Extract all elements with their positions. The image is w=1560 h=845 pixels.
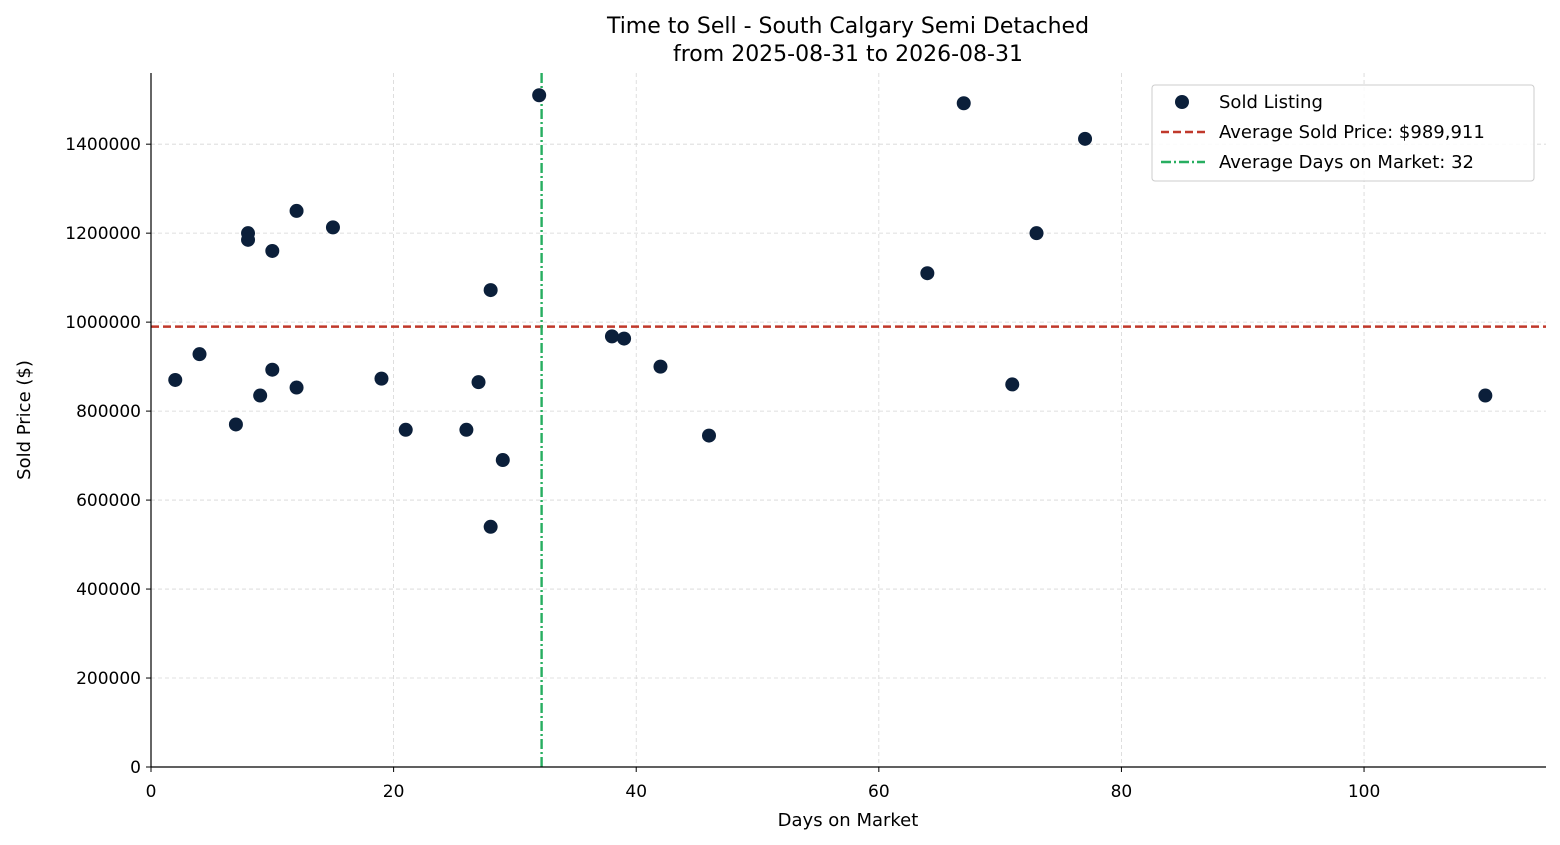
sold-listing-point [192, 347, 207, 362]
reference-lines [151, 73, 1546, 767]
sold-listing-point [1005, 377, 1020, 392]
chart-subtitle: from 2025-08-31 to 2026-08-31 [673, 42, 1023, 67]
y-tick-label: 0 [130, 758, 141, 778]
y-tick-label: 1400000 [65, 135, 141, 155]
sold-listing-point [483, 283, 498, 298]
legend: Sold Listing Average Sold Price: $989,91… [1151, 84, 1535, 182]
y-tick-label: 400000 [76, 580, 141, 600]
chart-title: Time to Sell - South Calgary Semi Detach… [606, 14, 1089, 39]
sold-listing-point [253, 388, 268, 403]
y-axis-ticks: 0 200000 400000 600000 800000 1000000 1200000 1… [65, 135, 151, 778]
legend-label-average-price: Average Sold Price: $989,911 [1219, 122, 1485, 143]
x-tick-label: 0 [146, 782, 157, 802]
x-tick-label: 100 [1348, 782, 1380, 802]
sold-listing-point [702, 428, 716, 443]
y-tick-label: 200000 [76, 669, 141, 689]
sold-listing-point [265, 243, 280, 258]
sold-listing-point [1078, 131, 1093, 146]
y-tick-label: 1000000 [65, 313, 141, 333]
legend-label-average-days: Average Days on Market: 32 [1219, 152, 1474, 173]
sold-listing-point [289, 203, 304, 218]
sold-listing-point [374, 371, 389, 386]
sold-listing-point [265, 362, 280, 377]
sold-listing-point [956, 96, 971, 111]
sold-listing-point [604, 329, 619, 344]
y-axis-label: Sold Price ($) [14, 360, 35, 480]
sold-listing-point [228, 417, 243, 432]
y-tick-label: 1200000 [65, 224, 141, 244]
y-tick-label: 800000 [76, 402, 141, 422]
legend-marker-sold-listing [1175, 95, 1189, 109]
x-axis-ticks: 0 20 40 60 80 100 [146, 767, 1380, 802]
sold-listing-point [289, 380, 304, 395]
x-tick-label: 40 [625, 782, 647, 802]
sold-listing-point [617, 331, 632, 346]
y-tick-label: 600000 [76, 491, 141, 511]
sold-listing-point [483, 519, 498, 534]
sold-listing-point [471, 375, 486, 390]
x-tick-label: 80 [1111, 782, 1133, 802]
sold-listing-point [325, 220, 340, 235]
data-points [168, 88, 1493, 534]
sold-listing-point [398, 422, 413, 437]
x-tick-label: 20 [383, 782, 405, 802]
x-tick-label: 60 [868, 782, 890, 802]
legend-box [1151, 84, 1535, 182]
sold-listing-point [495, 453, 510, 468]
sold-listing-point [168, 372, 183, 387]
sold-listing-point [920, 266, 935, 281]
sold-listing-point [459, 422, 474, 437]
sold-listing-point [653, 359, 668, 374]
sold-listing-point [1478, 388, 1493, 403]
legend-label-sold-listing: Sold Listing [1219, 92, 1323, 113]
x-axis-label: Days on Market [778, 810, 919, 831]
sold-listing-point [532, 88, 547, 103]
sold-listing-point [241, 232, 256, 247]
sold-listing-point [1029, 226, 1044, 241]
